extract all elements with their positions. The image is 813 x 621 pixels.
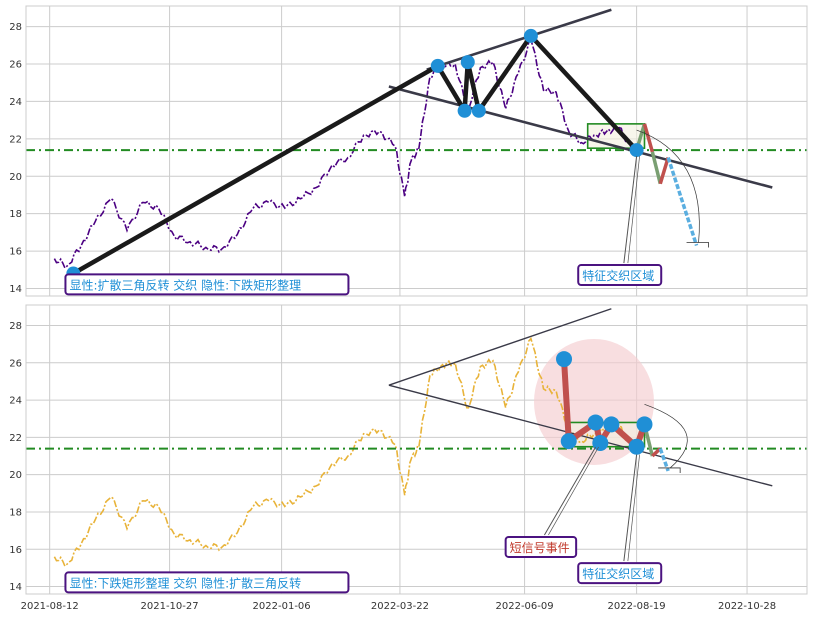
projection-target-bracket	[658, 467, 681, 473]
y-tick-label: 20	[9, 470, 22, 481]
y-tick-label: 16	[9, 247, 22, 258]
y-tick-label: 22	[9, 433, 22, 444]
annotation-box	[64, 571, 350, 594]
x-tick-label: 2022-06-09	[496, 601, 554, 612]
annotation-label: 特征交织区域	[582, 566, 654, 581]
y-tick-label: 26	[9, 60, 22, 71]
y-tick-label: 14	[9, 284, 22, 295]
pattern-point-marker	[523, 28, 538, 43]
y-tick-label: 22	[9, 134, 22, 145]
annotation-arrow-edge	[627, 454, 640, 562]
x-tick-label: 2022-01-06	[253, 601, 311, 612]
annotation-label: 显性:扩散三角反转 交织 隐性:下跌矩形整理	[69, 277, 301, 292]
pattern-point-marker	[457, 103, 472, 118]
projection-segment	[642, 123, 655, 153]
plot-border	[25, 304, 808, 595]
y-tick-label: 28	[9, 321, 22, 332]
annotation-box	[64, 273, 350, 296]
annotation-box	[504, 535, 578, 558]
pattern-point-marker	[587, 414, 604, 431]
pattern-point-marker	[560, 433, 577, 450]
pattern-point-marker	[430, 58, 445, 73]
upper-trend-line	[426, 8, 612, 71]
annotation-arrow-edge	[627, 156, 640, 264]
lower-trend-line	[388, 85, 773, 189]
annotation-label: 显性:下跌矩形整理 交织 隐性:扩散三角反转	[69, 575, 301, 590]
y-tick-label: 24	[9, 97, 22, 108]
projection-arc	[644, 403, 688, 469]
y-tick-label: 18	[9, 209, 22, 220]
pattern-point-marker	[556, 351, 573, 368]
plot-content	[26, 8, 807, 281]
pattern-point-marker	[629, 143, 644, 158]
y-tick-label: 20	[9, 172, 22, 183]
y-tick-label: 18	[9, 507, 22, 518]
pattern-point-marker	[603, 416, 620, 433]
projection-target-bracket	[686, 242, 709, 248]
plot-content	[26, 308, 807, 568]
x-tick-label: 2021-08-12	[21, 601, 79, 612]
annotation-box	[577, 264, 663, 287]
upper-trend-line	[388, 308, 612, 386]
pattern-point-marker	[471, 103, 486, 118]
plot-border	[25, 5, 808, 297]
annotation-arrow	[623, 454, 638, 562]
pattern-point-marker	[628, 438, 645, 455]
y-tick-label: 28	[9, 22, 22, 33]
projection-segment	[650, 151, 662, 185]
annotation-arrow	[623, 156, 638, 264]
price-series	[53, 38, 638, 270]
chart-panel-1: 14 16 18 20 22 24 26 28 显性:扩散三角反转 交织 隐性:下跌矩形整理 特征…	[9, 5, 808, 297]
annotation-arrow	[543, 446, 597, 536]
pattern-point-marker	[592, 434, 609, 451]
y-tick-label: 24	[9, 396, 22, 407]
annotation-box	[577, 562, 663, 585]
pattern-point-marker	[460, 55, 475, 70]
price-series	[53, 336, 638, 568]
annotation-arrow-edge	[548, 446, 599, 536]
y-tick-label: 16	[9, 545, 22, 556]
projection-arc	[636, 129, 700, 243]
projection-segment	[658, 157, 670, 185]
projection-segment	[658, 447, 670, 472]
x-tick-label: 2022-03-22	[371, 601, 429, 612]
x-tick-label: 2022-08-19	[608, 601, 666, 612]
x-tick-label: 2021-10-27	[141, 601, 199, 612]
projection-segment	[666, 157, 699, 247]
x-tick-label: 2022-10-28	[718, 601, 776, 612]
y-tick-label: 14	[9, 582, 22, 593]
chart-panel-2: 14 16 18 20 22 24 26 28 显性:下跌矩形整理 交织 隐性:扩散三角反转 短信…	[9, 304, 808, 595]
y-tick-label: 26	[9, 358, 22, 369]
pattern-point-marker	[636, 416, 653, 433]
annotation-label: 短信号事件	[510, 541, 570, 555]
annotation-label: 特征交织区域	[582, 268, 654, 283]
